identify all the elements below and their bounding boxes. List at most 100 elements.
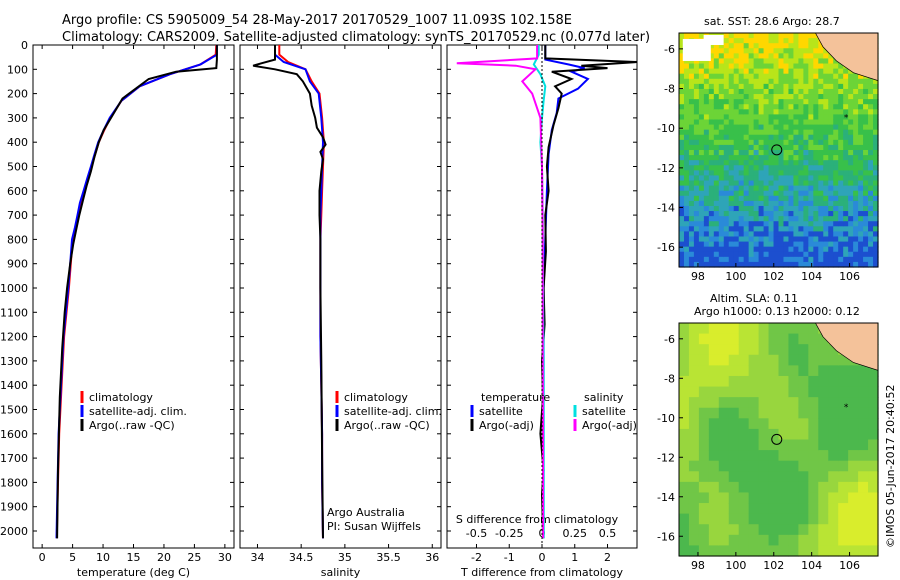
map-cell	[768, 418, 780, 430]
map-cell	[733, 88, 740, 95]
map-cell	[838, 481, 849, 494]
map-cell	[679, 450, 690, 462]
map-cell	[868, 365, 879, 377]
map-cell	[788, 195, 795, 202]
map-cell	[679, 333, 690, 345]
map-cell	[748, 503, 760, 515]
map-cell	[828, 144, 834, 151]
map-cell	[753, 175, 760, 182]
map-cell	[823, 129, 829, 136]
map-cell	[843, 104, 849, 110]
map-cell	[783, 175, 790, 182]
map-cell	[788, 33, 795, 39]
map-cell	[688, 492, 700, 504]
map-cell	[858, 251, 864, 258]
map-cell	[798, 94, 804, 100]
legend-label: Argo(-adj)	[479, 419, 534, 432]
map-cell	[748, 195, 755, 202]
map-cell	[873, 175, 879, 182]
map-cell	[768, 68, 775, 75]
x-axis-label: salinity	[321, 566, 361, 579]
map-cell	[728, 428, 740, 441]
map-cell	[688, 139, 695, 146]
y-tick-label: 1300	[0, 355, 28, 368]
map-cell	[778, 256, 785, 263]
map-cell	[798, 139, 804, 146]
map-cell	[783, 241, 790, 248]
map-cell	[763, 160, 770, 166]
map-cell	[808, 48, 814, 54]
map-cell	[683, 68, 690, 75]
map-cell	[773, 226, 780, 232]
map-cell	[733, 38, 740, 44]
map-cell	[713, 109, 720, 115]
map-cell	[868, 397, 879, 409]
map-cell	[793, 180, 799, 187]
map-cell	[838, 160, 844, 166]
map-cell	[808, 43, 814, 49]
map-cell	[808, 139, 814, 146]
map-cell	[738, 190, 745, 197]
map-cell	[838, 68, 844, 75]
map-cell	[843, 134, 849, 141]
map-cell	[788, 246, 795, 253]
map-cell	[713, 200, 720, 207]
map-cell	[858, 195, 864, 202]
map-cell	[713, 261, 720, 268]
map-cell	[833, 190, 839, 197]
map-cell	[803, 114, 809, 121]
map-cell	[763, 175, 770, 182]
map-cell	[708, 545, 720, 557]
map-cell	[768, 53, 775, 60]
map-cell	[768, 150, 775, 156]
map-cell	[788, 73, 795, 80]
map-cell	[773, 114, 780, 121]
map-cell	[863, 78, 869, 85]
map-cell	[718, 53, 725, 60]
map-cell	[763, 155, 770, 161]
map-cell	[848, 185, 854, 192]
map-cell	[713, 160, 720, 166]
map-cell	[768, 33, 775, 39]
map-cell	[743, 114, 750, 121]
map-cell	[733, 205, 740, 212]
map-cell	[738, 144, 745, 151]
map-cell	[788, 53, 795, 60]
map-cell	[858, 144, 864, 151]
map-cell	[758, 190, 765, 197]
map-cell	[708, 83, 715, 90]
map-cell	[838, 180, 844, 187]
map-cell	[753, 165, 760, 171]
map-cell	[703, 246, 710, 253]
map-cell	[713, 48, 720, 54]
map-cell	[708, 68, 715, 75]
map-cell	[679, 160, 685, 166]
map-cell	[838, 375, 849, 388]
map-cell	[708, 428, 720, 441]
map-cell	[768, 481, 780, 494]
map-cell	[853, 83, 859, 90]
map-cell	[693, 190, 700, 197]
map-cell	[743, 78, 750, 85]
map-cell	[803, 33, 809, 39]
map-cell	[818, 226, 824, 232]
map-cell	[793, 185, 799, 192]
map-cell	[788, 99, 795, 105]
map-cell	[768, 344, 780, 356]
map-cell	[738, 99, 745, 105]
map-cell	[733, 251, 740, 258]
map-cell	[738, 180, 745, 187]
map-cell	[688, 78, 695, 85]
map-cell	[873, 104, 879, 110]
map-cell	[828, 134, 834, 141]
map-cell	[848, 407, 859, 419]
map-cell	[738, 94, 745, 100]
map-cell	[768, 216, 775, 222]
map-cell	[703, 144, 710, 151]
map-cell	[748, 73, 755, 80]
map-cell	[823, 144, 829, 151]
map-cell	[803, 53, 809, 60]
map-cell	[843, 190, 849, 197]
map-cell	[748, 144, 755, 151]
map-cell	[793, 165, 799, 171]
